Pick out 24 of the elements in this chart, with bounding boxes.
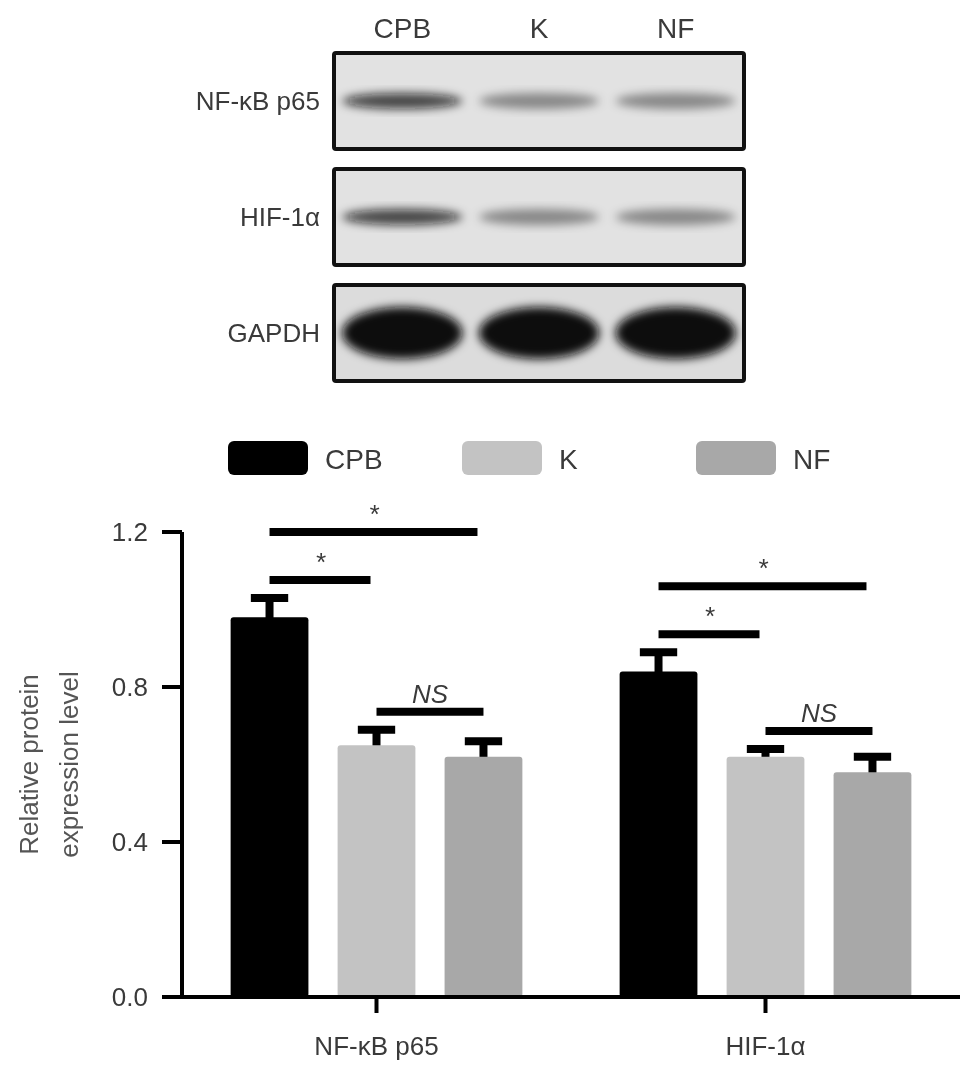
annotation: * — [703, 601, 715, 632]
legend-label: NF — [793, 444, 831, 475]
text: * — [368, 498, 380, 529]
category-label: NF — [657, 13, 695, 44]
legend-label: K — [559, 444, 578, 475]
category-label: GAPDH — [227, 318, 320, 348]
category-label: HIF-1α — [239, 202, 320, 232]
annotation: NS — [800, 698, 838, 728]
annotation: * — [757, 553, 769, 584]
y-tick-label: 1.2 — [111, 517, 148, 547]
bar — [726, 756, 805, 997]
bar — [833, 772, 912, 997]
annotation: NS — [411, 678, 449, 709]
y-tick-label: 0.4 — [111, 827, 148, 857]
category-label: NF-κB p65 — [195, 86, 320, 116]
category-label: CPB — [373, 13, 432, 44]
legend-label: CPB — [325, 444, 383, 475]
bar — [337, 745, 416, 997]
y-axis-title: Relative protein expression level — [14, 671, 84, 858]
annotation: * — [314, 546, 326, 577]
y-tick-label: 0.8 — [111, 672, 148, 702]
y-tick-label: 0.0 — [111, 982, 148, 1012]
category-label: K — [529, 13, 549, 44]
bar — [444, 756, 523, 997]
